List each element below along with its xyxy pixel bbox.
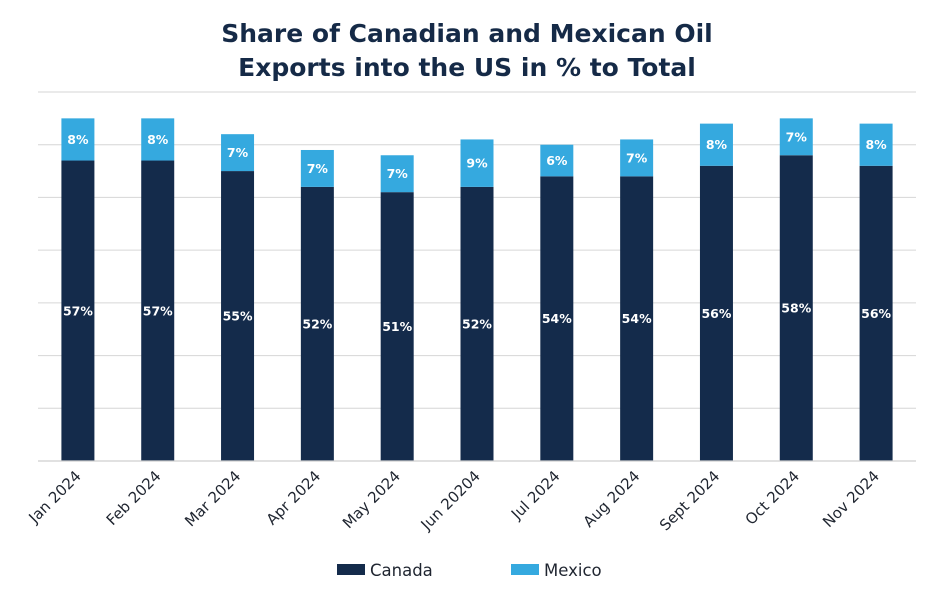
legend-swatch-mexico bbox=[511, 564, 539, 575]
chart-title: Share of Canadian and Mexican Oil Export… bbox=[221, 19, 713, 82]
bar-mexico bbox=[61, 118, 95, 161]
data-label-mexico: 7% bbox=[786, 129, 808, 144]
x-tick-label: Mar 2024 bbox=[181, 467, 244, 530]
data-label-canada: 51% bbox=[382, 319, 412, 334]
data-label-mexico: 8% bbox=[865, 137, 887, 152]
bar-mexico bbox=[779, 118, 813, 156]
bar-mexico bbox=[699, 123, 733, 166]
bar-canada bbox=[221, 171, 255, 462]
legend-label-mexico: Mexico bbox=[544, 561, 602, 580]
bar-canada bbox=[859, 165, 893, 462]
data-label-canada: 55% bbox=[223, 309, 253, 324]
bar-mexico bbox=[380, 155, 414, 193]
legend-swatch-canada bbox=[337, 564, 365, 575]
legend: Canada Mexico bbox=[337, 561, 602, 580]
x-tick-label: Aug 2024 bbox=[580, 467, 644, 531]
data-label-mexico: 6% bbox=[546, 153, 568, 168]
data-label-canada: 57% bbox=[63, 303, 93, 318]
bar-mexico bbox=[460, 139, 494, 187]
data-label-canada: 58% bbox=[781, 301, 811, 316]
x-tick-label: Oct 2024 bbox=[742, 467, 803, 528]
bar-canada bbox=[540, 176, 574, 462]
data-label-canada: 52% bbox=[462, 316, 492, 331]
bar-canada bbox=[699, 165, 733, 462]
x-tick-label: Nov 2024 bbox=[819, 467, 883, 531]
data-label-mexico: 7% bbox=[307, 161, 329, 176]
data-label-canada: 56% bbox=[701, 306, 731, 321]
bar-mexico bbox=[300, 149, 334, 187]
data-label-mexico: 9% bbox=[466, 156, 488, 171]
data-labels: 57% 8% 57% 8% 55% 7% 52% 7% 51% 7% 52% 9% 54% 6% 54% 7%… bbox=[63, 129, 892, 334]
bar-mexico bbox=[859, 123, 893, 166]
x-tick-label: Feb 2024 bbox=[103, 467, 165, 529]
x-tick-label: Jan 2024 bbox=[25, 467, 85, 527]
chart-title-line-1: Share of Canadian and Mexican Oil bbox=[221, 19, 713, 48]
bar-canada bbox=[380, 192, 414, 461]
data-label-canada: 54% bbox=[622, 311, 652, 326]
data-label-mexico: 7% bbox=[227, 145, 249, 160]
data-label-mexico: 8% bbox=[706, 137, 728, 152]
x-tick-label: Jul 2024 bbox=[507, 467, 564, 524]
data-label-mexico: 8% bbox=[147, 132, 169, 147]
bar-canada bbox=[300, 186, 334, 461]
bar-canada bbox=[460, 186, 494, 461]
x-tick-label: Apr 2024 bbox=[263, 467, 324, 528]
x-tick-label: Sept 2024 bbox=[656, 467, 723, 534]
bars bbox=[61, 118, 893, 462]
x-tick-label: May 2024 bbox=[339, 467, 404, 532]
bar-mexico bbox=[620, 139, 654, 177]
bar-mexico bbox=[141, 118, 175, 161]
data-label-canada: 56% bbox=[861, 306, 891, 321]
data-label-mexico: 7% bbox=[626, 150, 648, 165]
chart-title-line-2: Exports into the US in % to Total bbox=[238, 53, 696, 82]
data-label-mexico: 7% bbox=[387, 166, 409, 181]
legend-label-canada: Canada bbox=[370, 561, 433, 580]
bar-canada bbox=[61, 160, 95, 461]
bar-canada bbox=[620, 176, 654, 462]
bar-mexico bbox=[540, 144, 574, 177]
x-tick-label: Jun 20204 bbox=[417, 467, 484, 534]
x-tick-labels: Jan 2024 Feb 2024 Mar 2024 Apr 2024 May 2024… bbox=[25, 467, 883, 534]
data-label-canada: 54% bbox=[542, 311, 572, 326]
bar-canada bbox=[141, 160, 175, 461]
bar-canada bbox=[779, 155, 813, 461]
bar-mexico bbox=[221, 134, 255, 172]
data-label-canada: 57% bbox=[143, 303, 173, 318]
data-label-canada: 52% bbox=[302, 316, 332, 331]
data-label-mexico: 8% bbox=[67, 132, 89, 147]
